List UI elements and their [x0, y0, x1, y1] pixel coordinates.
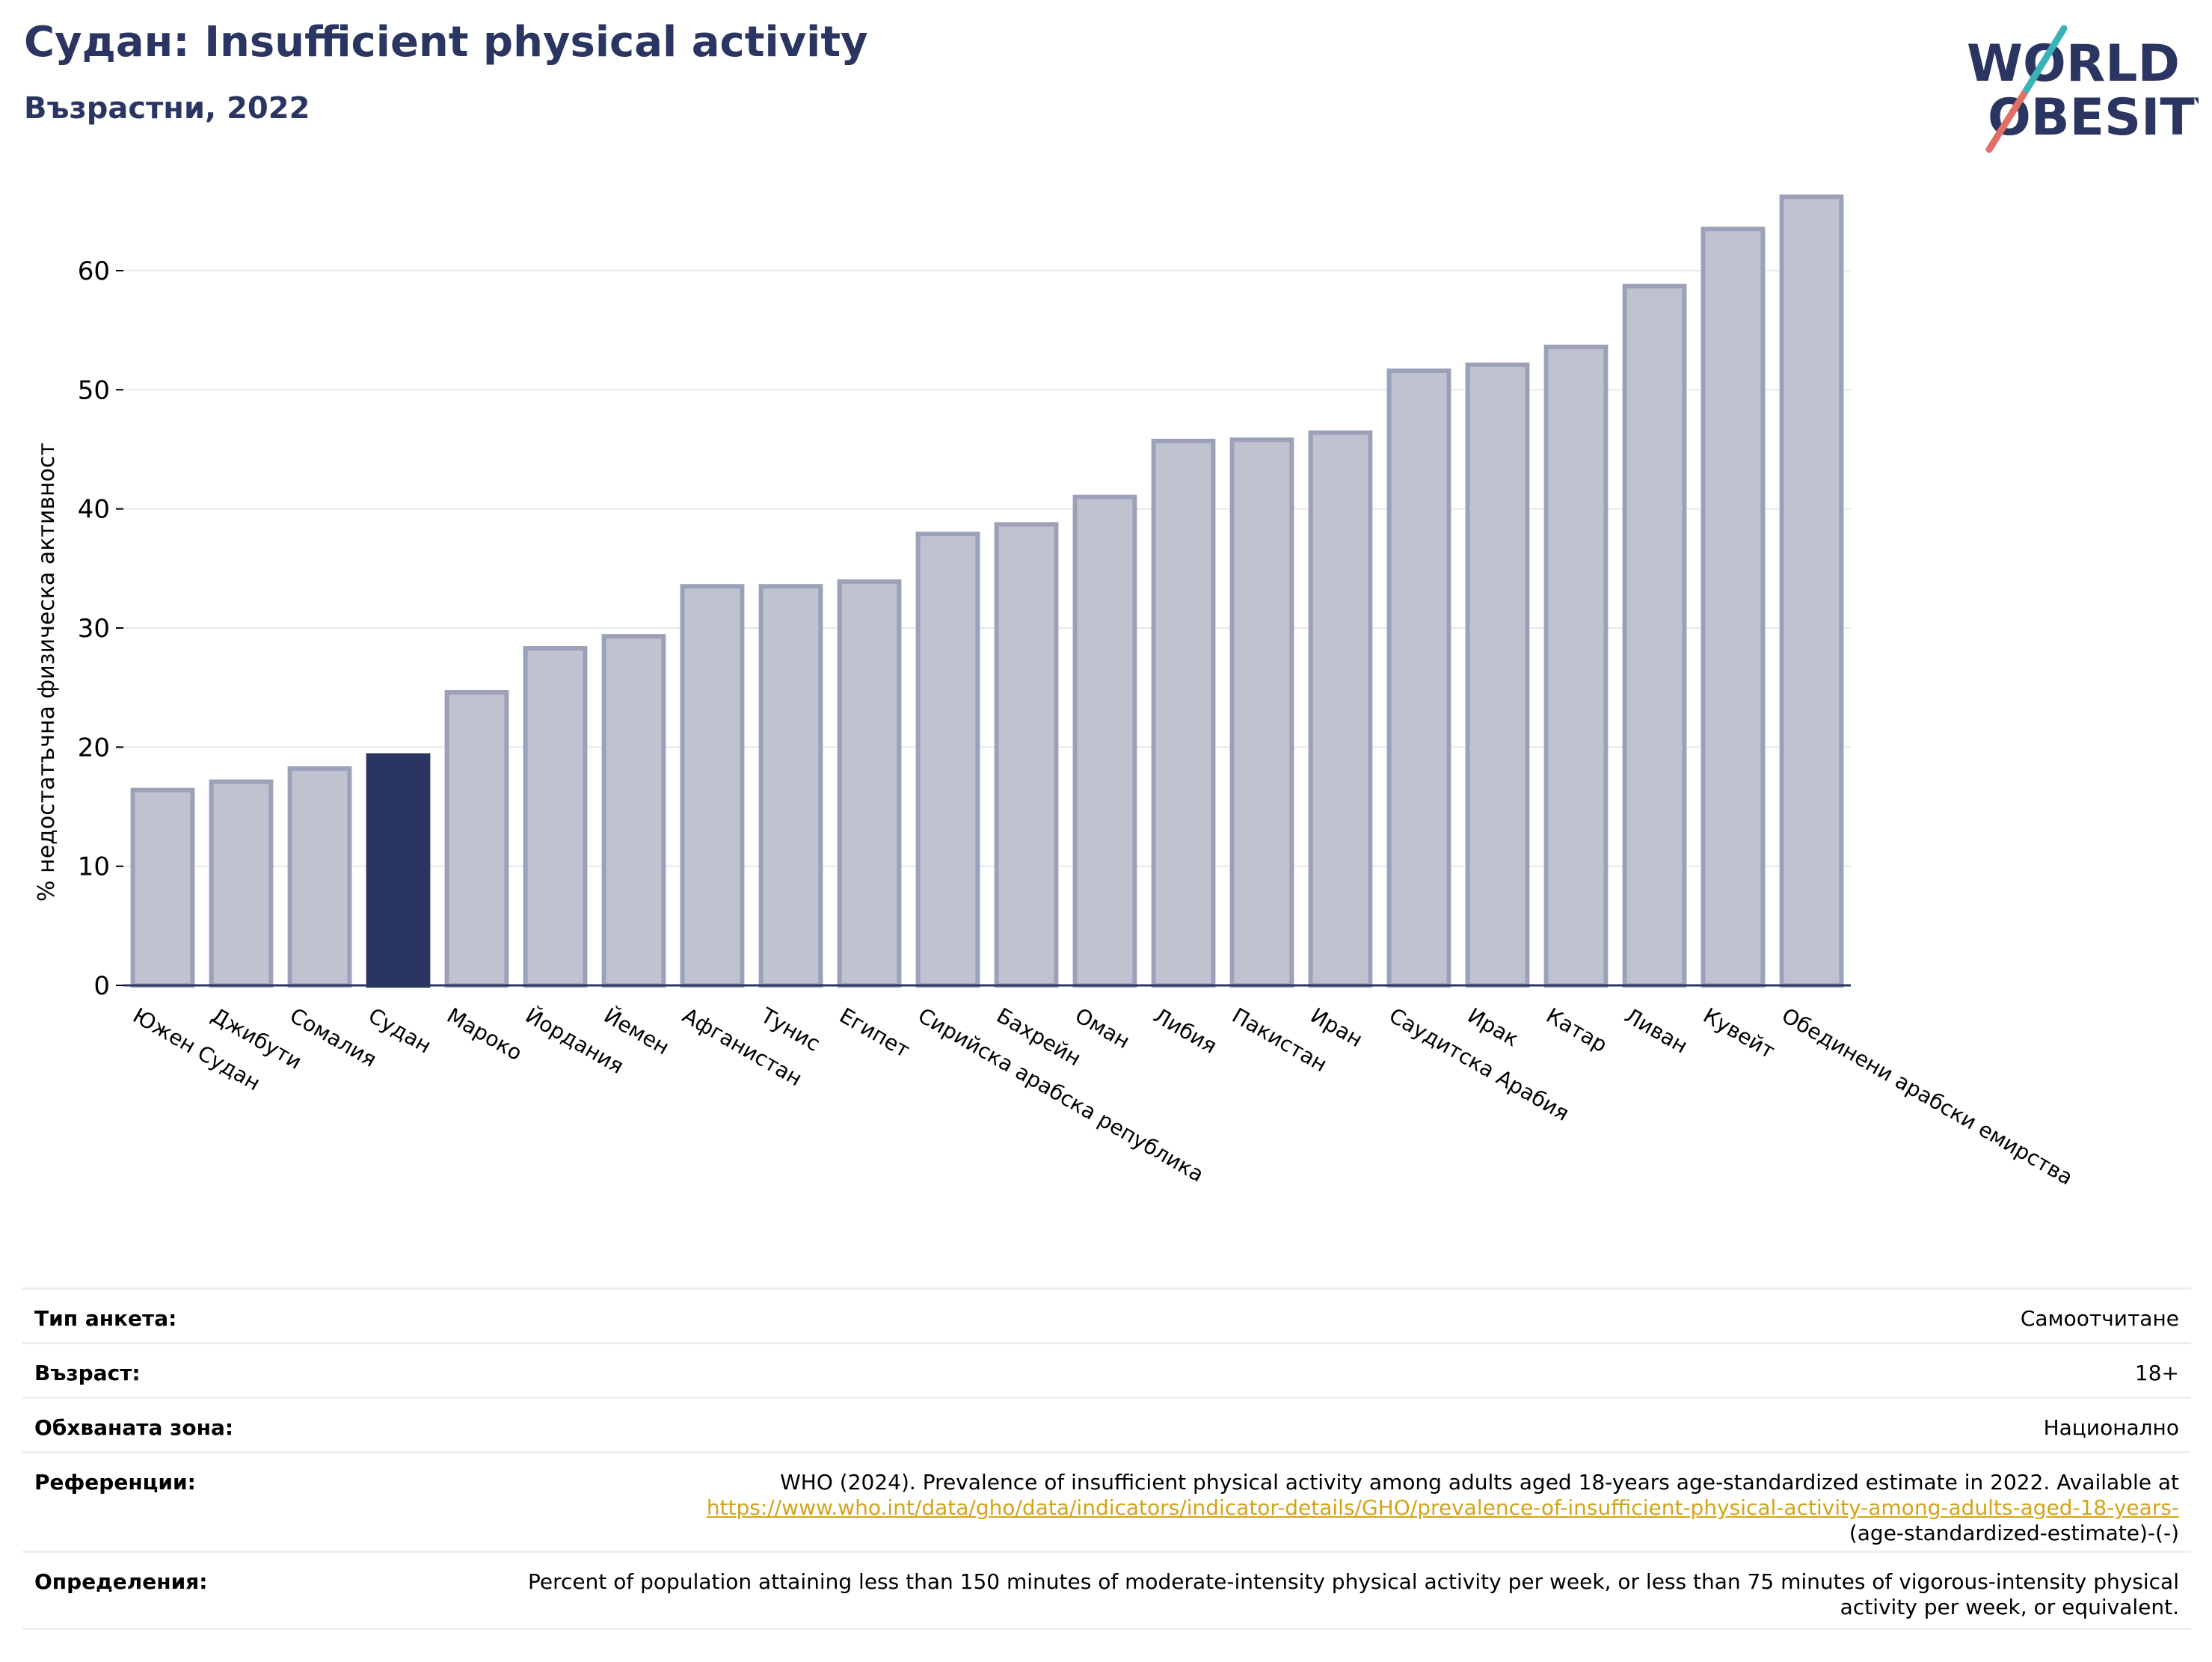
info-row-references: Референции: WHO (2024). Prevalence of in… — [22, 1451, 2191, 1551]
info-row-age: Възраст: 18+ — [22, 1342, 2191, 1397]
logo-line1: WORLD — [1967, 34, 2180, 93]
bar-5 — [523, 646, 588, 988]
page-title: Судан: Insufficient physical activity — [24, 18, 868, 67]
y-tick-label: 30 — [78, 614, 110, 644]
age-value: 18+ — [2134, 1361, 2179, 1385]
info-row-survey: Тип анкета: Самоотчитане — [22, 1287, 2191, 1342]
survey-value: Самоотчитане — [2020, 1306, 2179, 1331]
bar-0 — [130, 787, 195, 988]
bar-8 — [758, 584, 823, 988]
references-text: WHO (2024). Prevalence of insufficient p… — [780, 1470, 2179, 1495]
bar-15 — [1308, 430, 1373, 988]
y-tick-label: 10 — [78, 852, 110, 882]
bar-18 — [1543, 344, 1609, 988]
y-tick-label: 50 — [78, 375, 110, 405]
bar-12 — [1072, 494, 1137, 988]
x-tick-label: Кувейт — [1699, 1003, 1779, 1063]
x-tick-label: Обединени арабски емирства — [1778, 1003, 2077, 1189]
area-value: Национално — [2043, 1415, 2179, 1440]
x-tick-label: Иран — [1306, 1003, 1367, 1052]
info-row-definitions: Определения: Percent of population attai… — [22, 1551, 2191, 1630]
references-value: WHO (2024). Prevalence of insufficient p… — [22, 1453, 2191, 1560]
bar-2 — [287, 766, 352, 988]
y-axis-label: % недостатъчна физическа активност — [34, 443, 60, 902]
logo-slash-teal — [2023, 25, 2068, 93]
references-tail: (age-standardized-estimate)-(-) — [1849, 1521, 2179, 1545]
bar-10 — [915, 532, 980, 988]
bar-13 — [1151, 438, 1216, 988]
age-label: Възраст: — [34, 1361, 141, 1385]
world-obesity-logo: WORLD OBESITY — [1967, 25, 2199, 153]
x-tick-label: Ирак — [1463, 1003, 1523, 1051]
x-tick-label: Либия — [1149, 1003, 1221, 1058]
references-link[interactable]: https://www.who.int/data/gho/data/indica… — [706, 1495, 2179, 1520]
logo-slash-red — [1985, 86, 2030, 153]
y-ticks: 0 10 20 30 40 50 60 — [78, 256, 123, 1001]
definitions-value: Percent of population attaining less tha… — [528, 1569, 2179, 1619]
page-subtitle: Възрастни, 2022 — [24, 91, 310, 126]
y-tick-label: 0 — [93, 971, 110, 1001]
bar-6 — [601, 634, 666, 988]
bar-21 — [1779, 194, 1844, 988]
bar-4 — [444, 690, 509, 988]
survey-label: Тип анкета: — [34, 1306, 177, 1331]
bar-17 — [1465, 362, 1530, 988]
info-row-area: Обхваната зона: Национално — [22, 1397, 2191, 1451]
definitions-label: Определения: — [34, 1569, 208, 1594]
info-table: Тип анкета: Самоотчитане Възраст: 18+ Об… — [22, 1287, 2191, 1630]
bar-3 — [366, 753, 431, 988]
area-label: Обхваната зона: — [34, 1415, 234, 1440]
x-tick-label: Египет — [835, 1003, 914, 1062]
bar-14 — [1229, 437, 1294, 988]
y-tick-label: 20 — [78, 733, 110, 763]
references-label: Референции: — [34, 1470, 196, 1495]
bar-7 — [680, 584, 745, 988]
x-tick-label: Катар — [1542, 1003, 1612, 1057]
x-tick-label: Ливан — [1620, 1003, 1692, 1058]
bars — [123, 194, 1851, 988]
bar-9 — [837, 579, 902, 988]
bar-16 — [1386, 368, 1451, 988]
bar-chart: 0 10 20 30 40 50 60 Южен СуданДжибутиСомалияСу… — [34, 194, 2077, 1190]
bar-1 — [209, 779, 274, 988]
y-tick-label: 40 — [78, 495, 110, 525]
bar-19 — [1622, 283, 1687, 988]
x-tick-label: Мароко — [443, 1003, 526, 1065]
bar-11 — [994, 522, 1059, 988]
y-tick-label: 60 — [78, 256, 110, 286]
bar-20 — [1701, 227, 1766, 988]
